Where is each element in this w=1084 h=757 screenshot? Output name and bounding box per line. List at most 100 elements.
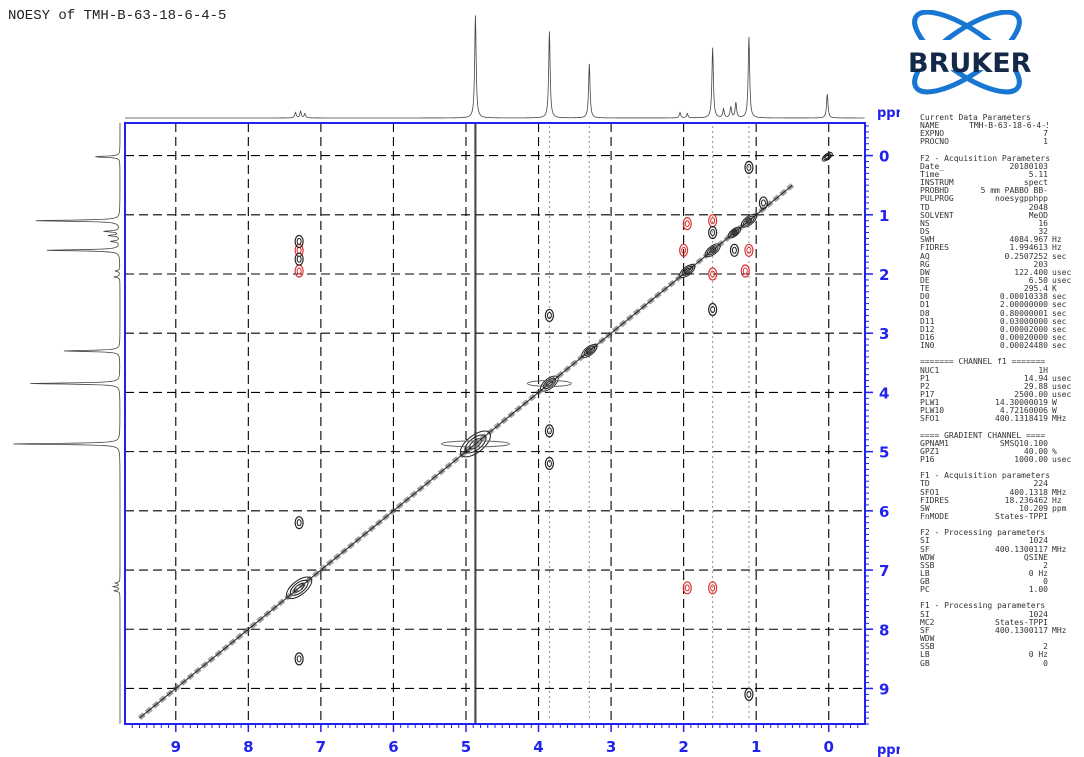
f2-projection-line <box>125 15 865 119</box>
param-key: Time <box>920 170 940 179</box>
param-unit: sec <box>1052 325 1067 334</box>
param-key: GPNAM1 <box>920 439 949 448</box>
param-value: 0 Hz <box>1028 651 1048 660</box>
param-value: 0.03000000 <box>999 317 1048 326</box>
param-value: 224 <box>1033 480 1048 489</box>
param-row: WDW QSINE <box>920 554 1080 562</box>
cross-peak-contour-inner <box>296 267 302 275</box>
param-unit <box>1048 212 1080 220</box>
cross-peak-contour-inner <box>296 655 302 663</box>
y-tick-label: 5 <box>879 444 889 462</box>
param-row: SWH 4084.967 Hz <box>920 236 1080 244</box>
param-unit: usec <box>1052 276 1072 285</box>
param-key: PLW10 <box>920 407 945 416</box>
param-unit: % <box>1052 447 1057 456</box>
param-key: P17 <box>920 391 935 399</box>
param-value: 295.4 <box>1023 285 1048 294</box>
param-key: NS <box>920 219 930 228</box>
param-value: 4.72160006 <box>999 407 1048 416</box>
param-row: INSTRUM spect <box>920 179 1080 187</box>
param-key: GPZ1 <box>920 447 940 456</box>
param-key: FIDRES <box>920 244 949 253</box>
param-row: NUC1 1H <box>920 367 1080 375</box>
param-value: 0.00002000 <box>999 325 1048 334</box>
f1-projection-line <box>13 123 121 724</box>
param-row: RG 203 <box>920 261 1080 269</box>
param-row: PROCNO 1 <box>920 138 1080 146</box>
param-row: AQ 0.2507252 sec <box>920 253 1080 261</box>
param-unit: sec <box>1052 334 1067 343</box>
diagonal-peak-contour <box>727 226 742 239</box>
param-key: WDW <box>920 635 935 644</box>
param-row: PROBHD 5 mm PABBO BB- <box>920 187 1080 195</box>
solvent-band-contour <box>440 440 510 448</box>
param-unit: W <box>1052 407 1057 416</box>
param-value: spect <box>1023 179 1048 188</box>
param-unit: sec <box>1052 301 1067 310</box>
diagonal-peak-contour <box>289 579 309 596</box>
param-row: SOLVENT MeOD <box>920 212 1080 220</box>
param-key: NUC1 <box>920 366 940 375</box>
param-key: P1 <box>920 374 930 383</box>
param-value: 400.1300117 <box>995 545 1048 554</box>
diagonal-peak-contour <box>585 347 593 355</box>
param-key: D11 <box>920 317 935 326</box>
param-value: SMSQ10.100 <box>999 439 1048 448</box>
param-key: SSB <box>920 561 935 570</box>
diagonal-peak-contour <box>745 217 753 224</box>
x-tick-label: 6 <box>388 738 398 756</box>
y-tick-label: 7 <box>879 562 889 580</box>
param-key: P16 <box>920 456 935 465</box>
param-unit <box>1048 586 1080 594</box>
diagonal-peak-contour <box>464 434 487 454</box>
param-value: QSINE <box>1023 553 1048 562</box>
param-unit <box>1048 367 1080 375</box>
param-unit: sec <box>1052 293 1067 302</box>
param-row: EXPNO 7 <box>920 130 1080 138</box>
param-key: SFO1 <box>920 415 940 424</box>
cross-peak-contour-inner <box>746 246 752 254</box>
param-key: Date_ <box>920 162 945 171</box>
param-unit: usec <box>1052 391 1072 399</box>
param-value: 18.236462 <box>1004 496 1048 505</box>
y-tick-label: 1 <box>879 207 889 225</box>
param-value: 2.00000000 <box>999 301 1048 310</box>
param-key: PROCNO <box>920 138 949 147</box>
param-unit: usec <box>1052 374 1072 383</box>
diagonal-peak-contour <box>824 154 830 159</box>
param-key: SOLVENT <box>920 211 954 220</box>
param-section-header: F2 - Acquisition Parameters <box>920 153 1051 163</box>
cross-peak-contour <box>744 160 754 175</box>
param-row: P16 1000.00 usec <box>920 456 1080 464</box>
param-unit: Hz <box>1052 244 1062 253</box>
acquisition-parameters-panel: Current Data Parameters NAME TMH-B-63-18-6… <box>920 113 1080 668</box>
param-row: P1 14.94 usec <box>920 375 1080 383</box>
param-value: 1H <box>1038 366 1048 375</box>
param-row: SI 1024 <box>920 537 1080 545</box>
param-row: Date_ 20180103 <box>920 163 1080 171</box>
param-value: 2 <box>1043 643 1048 652</box>
param-unit: MHz <box>1052 488 1067 497</box>
diagonal-peak-contour <box>731 229 738 236</box>
param-section-header: F2 - Processing parameters <box>920 528 1046 538</box>
param-value: 32 <box>1038 228 1048 237</box>
param-key: P2 <box>920 382 930 391</box>
param-key: DW <box>920 268 930 277</box>
diagonal-peak-contour <box>706 245 719 256</box>
cross-peak-contour <box>679 243 689 257</box>
param-key: D0 <box>920 293 930 302</box>
param-row: GPNAM1 SMSQ10.100 <box>920 440 1080 448</box>
param-key: PC <box>920 586 930 595</box>
param-row: D12 0.00002000 sec <box>920 326 1080 334</box>
param-unit <box>1048 635 1080 643</box>
param-key: TD <box>920 480 930 489</box>
param-unit <box>1048 204 1080 212</box>
param-row: D16 0.00020000 sec <box>920 334 1080 342</box>
cross-peak-contour-inner <box>710 306 716 314</box>
cross-peak-contour-inner <box>546 427 552 435</box>
param-unit <box>1048 171 1080 179</box>
param-row: SF 400.1300117 MHz <box>920 627 1080 635</box>
cross-peak-contour <box>294 516 304 530</box>
param-value: 5.11 <box>1028 170 1048 179</box>
param-row: SI 1024 <box>920 611 1080 619</box>
